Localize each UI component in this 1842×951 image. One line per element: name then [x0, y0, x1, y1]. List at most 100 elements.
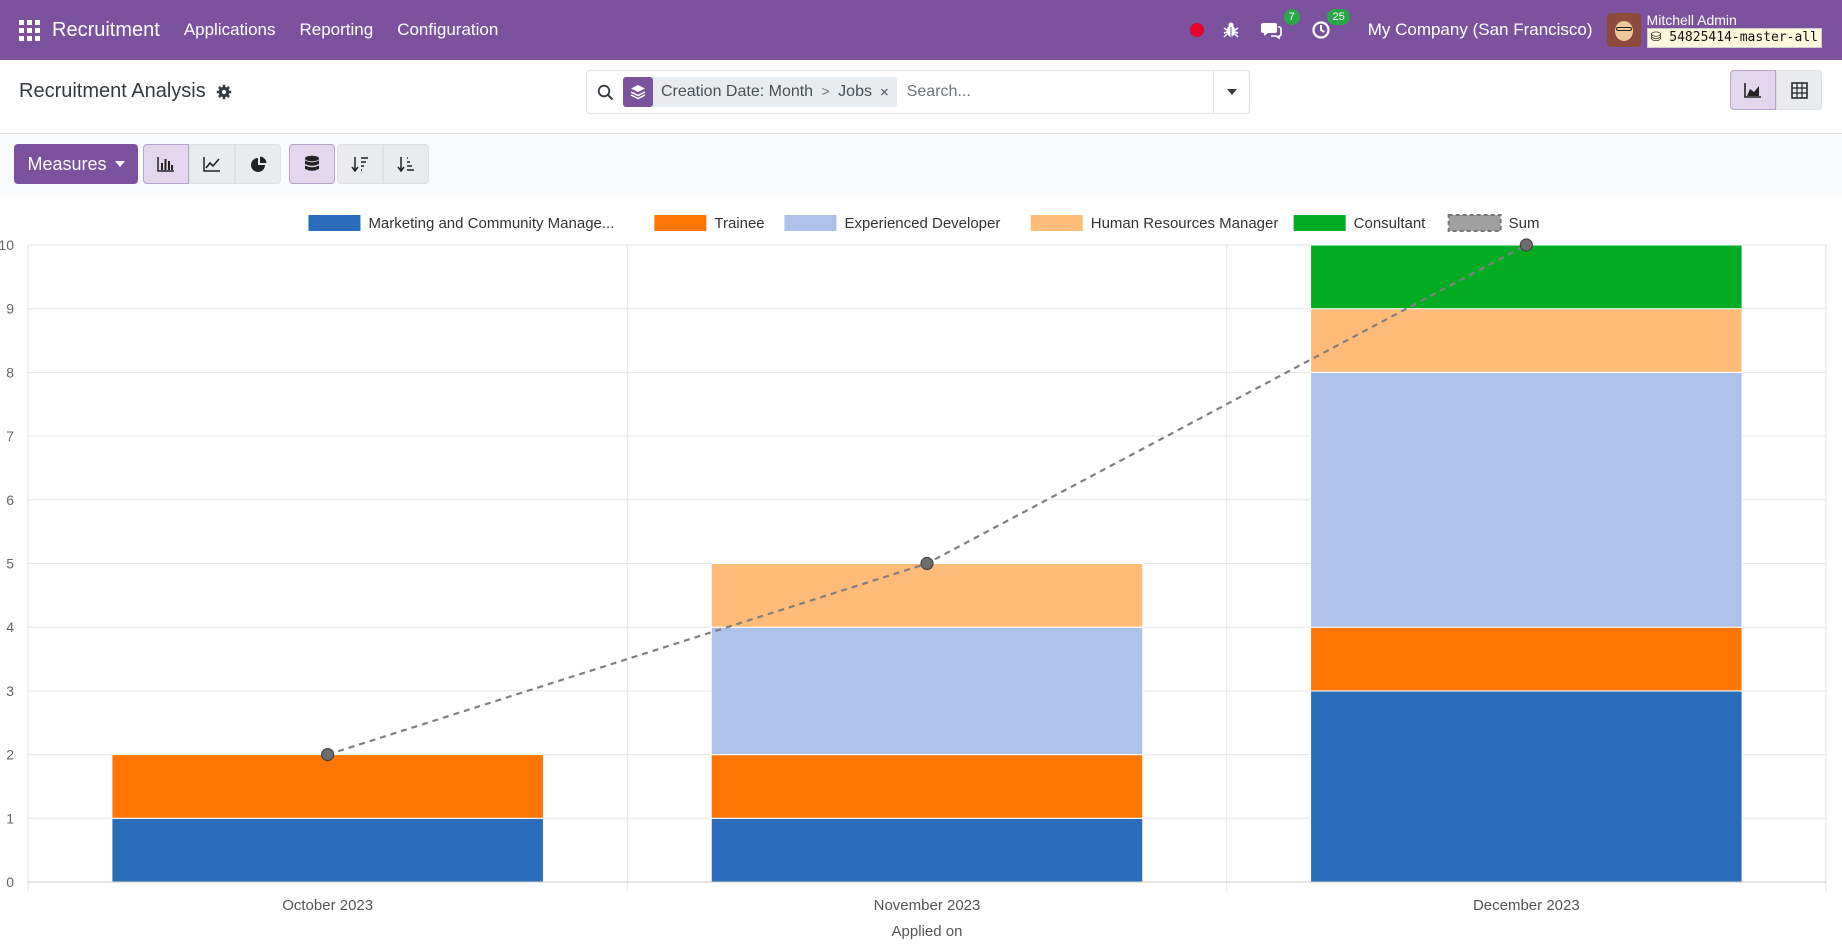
legend-swatch[interactable]	[1447, 214, 1502, 232]
bar-segment[interactable]	[1310, 371, 1743, 628]
legend-label[interactable]: Human Resources Manager	[1091, 215, 1279, 232]
bar-segment[interactable]	[710, 563, 1144, 628]
table-icon	[1790, 81, 1808, 99]
y-tick-label: 0	[6, 874, 14, 890]
legend-label[interactable]: Experienced Developer	[844, 215, 1000, 232]
chart-sum-line	[321, 238, 1533, 762]
company-switcher[interactable]: My Company (San Francisco)	[1367, 20, 1593, 39]
legend-swatch[interactable]	[308, 215, 361, 231]
view-switcher	[1730, 70, 1822, 110]
chart-axes: 0 1 2 3 4 5 6 7 8 9 10 October 2023 November 2023 Dec…	[0, 237, 1826, 940]
legend-swatch[interactable]	[784, 215, 837, 231]
search-input[interactable]	[906, 83, 1213, 101]
bar-segment[interactable]	[1310, 244, 1743, 310]
x-tick-label: November 2023	[874, 897, 981, 914]
menu-reporting[interactable]: Reporting	[299, 20, 374, 39]
graph-toolbar: Measures	[0, 135, 1842, 197]
y-tick-label: 1	[6, 810, 14, 826]
bar-segment[interactable]	[710, 817, 1144, 883]
measures-dropdown-button[interactable]: Measures	[14, 144, 138, 184]
legend-swatch[interactable]	[1030, 215, 1083, 231]
sort-descending-button[interactable]	[337, 144, 383, 184]
recording-indicator-icon[interactable]	[1189, 23, 1204, 37]
bar-segment[interactable]	[710, 754, 1144, 819]
chart-type-group	[143, 144, 281, 184]
bar-segment[interactable]	[1310, 626, 1743, 692]
area-chart-icon	[1744, 83, 1761, 98]
facet-remove-icon[interactable]: ×	[879, 83, 889, 101]
bar-chart-icon	[157, 157, 174, 172]
y-tick-label: 2	[6, 747, 14, 763]
pivot-view-button[interactable]	[1776, 70, 1822, 110]
bar-chart-button[interactable]	[143, 144, 189, 184]
pie-chart-button[interactable]	[235, 144, 281, 184]
activities-clock-icon[interactable]: 25	[1308, 9, 1350, 43]
messages-chat-icon[interactable]: 7	[1258, 9, 1300, 43]
sum-point[interactable]	[920, 556, 934, 571]
app-brand[interactable]: Recruitment	[52, 18, 160, 41]
chart-legend: Marketing and Community Manage... Trainee…	[308, 214, 1540, 232]
activities-count-badge: 25	[1327, 9, 1350, 25]
messages-count-badge: 7	[1283, 9, 1300, 25]
debug-bug-icon[interactable]	[1218, 17, 1244, 43]
caret-down-icon	[1226, 89, 1237, 95]
facet-value: Creation Date: Month > Jobs	[653, 83, 880, 101]
line-chart-button[interactable]	[189, 144, 235, 184]
stacked-bar-chart[interactable]: Marketing and Community Manage... Trainee…	[0, 205, 1842, 946]
facet-separator: >	[821, 83, 830, 99]
sort-ascending-icon	[397, 157, 414, 172]
legend-label[interactable]: Trainee	[714, 215, 764, 232]
sum-point[interactable]	[321, 747, 335, 762]
legend-label[interactable]: Consultant	[1354, 215, 1427, 232]
database-icon: ⛁	[1650, 30, 1662, 45]
sort-ascending-button[interactable]	[383, 144, 429, 184]
menu-configuration[interactable]: Configuration	[397, 20, 499, 39]
database-name: 54825414-master-all	[1669, 30, 1818, 45]
y-tick-label: 6	[6, 492, 14, 508]
x-tick-label: October 2023	[282, 897, 373, 914]
database-stack-icon	[305, 155, 319, 171]
bar-segment[interactable]	[111, 754, 544, 819]
search-icon[interactable]	[587, 71, 623, 113]
page-title: Recruitment Analysis	[19, 80, 206, 102]
bar-segment[interactable]	[710, 626, 1144, 756]
y-tick-label: 5	[6, 556, 14, 572]
facet-group-jobs: Jobs	[838, 83, 872, 100]
stacked-toggle-button[interactable]	[289, 144, 335, 184]
gear-icon[interactable]	[216, 84, 232, 100]
search-bar: Creation Date: Month > Jobs ×	[586, 70, 1250, 114]
stacked-toggle-group	[289, 144, 335, 184]
navbar-systray: 7 25 My Company (San Francisco) Mitchell…	[1189, 0, 1822, 60]
legend-label[interactable]: Marketing and Community Manage...	[368, 215, 614, 232]
menu-applications[interactable]: Applications	[183, 20, 276, 39]
y-tick-label: 10	[0, 237, 14, 253]
y-tick-label: 8	[6, 364, 14, 380]
bar-segment[interactable]	[111, 817, 544, 883]
control-panel: Recruitment Analysis	[0, 60, 1842, 134]
chart-bars	[111, 244, 1743, 883]
user-avatar[interactable]	[1606, 13, 1641, 47]
y-tick-label: 3	[6, 683, 14, 699]
legend-swatch[interactable]	[654, 215, 707, 231]
graph-view-button[interactable]	[1730, 70, 1776, 110]
search-options-toggle[interactable]	[1213, 71, 1249, 113]
y-tick-label: 4	[6, 619, 14, 635]
user-menu[interactable]: Mitchell Admin ⛁ 54825414-master-all	[1646, 12, 1822, 48]
bar-segment[interactable]	[1310, 308, 1743, 373]
x-axis-title: Applied on	[892, 923, 963, 940]
sum-point[interactable]	[1519, 238, 1533, 252]
y-tick-label: 9	[6, 301, 14, 317]
legend-swatch[interactable]	[1293, 215, 1346, 231]
groupby-facet: Creation Date: Month > Jobs ×	[623, 77, 897, 107]
bar-segment[interactable]	[1310, 690, 1743, 883]
x-tick-label: December 2023	[1473, 897, 1580, 914]
top-navbar: Recruitment Applications Reporting Confi…	[0, 0, 1842, 60]
line-chart-icon	[203, 157, 220, 172]
y-tick-label: 7	[6, 428, 14, 444]
user-name: Mitchell Admin	[1646, 12, 1737, 28]
layers-icon	[623, 77, 653, 107]
legend-label[interactable]: Sum	[1509, 215, 1540, 232]
database-name-tag: ⛁ 54825414-master-all	[1646, 28, 1822, 48]
app-menu-icon[interactable]	[14, 15, 44, 45]
page-title-block: Recruitment Analysis	[19, 80, 232, 103]
